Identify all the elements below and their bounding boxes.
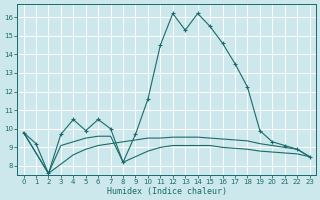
X-axis label: Humidex (Indice chaleur): Humidex (Indice chaleur) — [107, 187, 227, 196]
